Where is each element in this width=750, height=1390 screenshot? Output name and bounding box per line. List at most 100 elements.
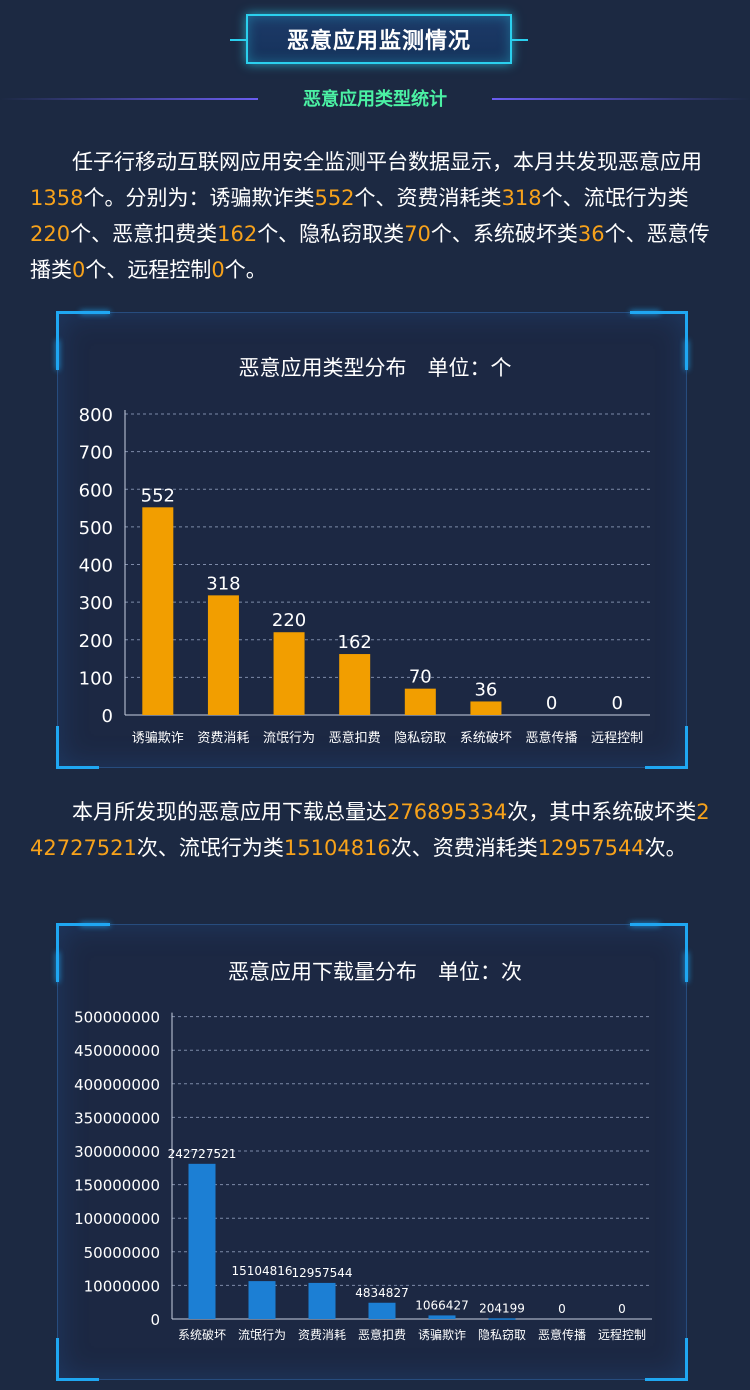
x-tick-label: 恶意传播 [538, 1327, 586, 1342]
highlight-number: 242727521 [30, 800, 710, 860]
data-label: 204199 [479, 1301, 525, 1315]
x-tick-label: 系统破坏 [178, 1327, 226, 1342]
y-tick-label: 200 [79, 631, 113, 652]
bar [142, 507, 174, 715]
data-label: 0 [546, 693, 557, 714]
bar [428, 1315, 456, 1319]
highlight-number: 552 [314, 186, 355, 210]
x-tick-label: 隐私窃取 [478, 1327, 526, 1342]
x-tick-label: 资费消耗 [298, 1328, 346, 1342]
x-tick-label: 恶意扣费 [329, 730, 381, 746]
summary-paragraph-downloads: 本月所发现的恶意应用下载总量达276895334次，其中系统破坏类2427275… [30, 794, 722, 866]
paragraph-text: 个。分别为：诱骗欺诈类 [83, 186, 315, 210]
paragraph-text: 个、资费消耗类 [354, 186, 502, 210]
paragraph-text: 次、流氓行为类 [136, 836, 284, 860]
data-label: 36 [474, 679, 497, 700]
frame-glow-edge [56, 952, 59, 982]
section-divider-left [0, 98, 258, 100]
data-label: 552 [141, 485, 175, 506]
y-tick-label: 700 [79, 443, 113, 464]
data-label: 70 [409, 667, 432, 688]
summary-paragraph-types: 任子行移动互联网应用安全监测平台数据显示，本月共发现恶意应用 1358个。分别为：… [30, 144, 722, 288]
data-label: 12957544 [291, 1266, 352, 1280]
x-tick-label: 诱骗欺诈 [418, 1327, 466, 1342]
paragraph-text: 个、恶意扣费类 [70, 222, 218, 246]
highlight-number: 0 [72, 258, 86, 282]
frame-glow-edge [685, 952, 688, 982]
highlight-number: 1358 [30, 186, 84, 210]
x-tick-label: 资费消耗 [197, 731, 249, 746]
paragraph-text: 个、系统破坏类 [430, 222, 578, 246]
bar-chart-downloads: 0 10000000 50000000 100000000 150000000 30000… [74, 1009, 652, 1342]
frame-corner [56, 923, 99, 966]
data-label: 1066427 [415, 1298, 468, 1312]
frame-corner [56, 726, 99, 769]
paragraph-text: 个。 [224, 258, 267, 282]
frame-corner [645, 923, 688, 966]
x-tick-label: 恶意扣费 [358, 1327, 406, 1342]
bar [308, 1282, 336, 1319]
section-subtitle: 恶意应用类型统计 [303, 89, 447, 110]
bar [207, 595, 239, 715]
data-label: 0 [611, 693, 622, 714]
y-tick-label: 600 [79, 480, 113, 501]
y-tick-label: 500 [79, 518, 113, 539]
data-label: 162 [338, 632, 372, 653]
highlight-number: 220 [30, 222, 71, 246]
y-tick-label: 150000000 [74, 1177, 160, 1195]
y-tick-label: 500000000 [74, 1009, 160, 1027]
x-tick-label: 系统破坏 [460, 731, 512, 746]
y-tick-label: 350000000 [74, 1109, 160, 1127]
bar-chart-types: 0100200300400500600700800552诱骗欺诈318资费消耗2… [79, 405, 650, 746]
highlight-number: 36 [577, 222, 605, 246]
frame-glow-edge [80, 923, 110, 926]
chart-title-downloads: 恶意应用下载量分布 单位：次 [228, 960, 522, 984]
x-tick-label: 流氓行为 [238, 1328, 286, 1342]
y-tick-label: 800 [79, 405, 113, 426]
frame-glow-edge [630, 311, 660, 314]
bar [273, 632, 305, 715]
highlight-number: 318 [501, 186, 542, 210]
data-label: 4834827 [355, 1286, 408, 1300]
y-tick-label: 0 [102, 706, 113, 727]
highlight-number: 70 [404, 222, 431, 246]
paragraph-text: 次、资费消耗类 [390, 836, 538, 860]
y-tick-label: 300000000 [74, 1143, 160, 1161]
x-tick-label: 流氓行为 [263, 731, 315, 746]
frame-glow-edge [80, 311, 110, 314]
paragraph-text: 任子行移动互联网应用安全监测平台数据显示，本月共发现恶意应用 [72, 150, 702, 174]
page-title: 恶意应用监测情况 [286, 29, 471, 54]
x-tick-label: 诱骗欺诈 [132, 731, 184, 746]
bar [368, 1302, 396, 1319]
bar [470, 701, 502, 715]
chart-title-types: 恶意应用类型分布 单位：个 [238, 356, 512, 380]
bar [248, 1281, 276, 1319]
data-label: 318 [206, 573, 240, 594]
frame-corner [645, 311, 688, 354]
highlight-number: 276895334 [387, 800, 508, 824]
y-tick-label: 0 [150, 1311, 160, 1329]
paragraph-text: 个、远程控制 [85, 258, 212, 282]
x-tick-label: 恶意传播 [526, 730, 578, 746]
x-tick-label: 隐私窃取 [394, 730, 446, 746]
data-label: 15104816 [231, 1264, 292, 1278]
highlight-number: 0 [211, 258, 225, 282]
y-tick-label: 10000000 [84, 1277, 160, 1295]
frame-glow-edge [56, 340, 59, 370]
frame-corner [56, 311, 99, 354]
data-label: 220 [272, 610, 306, 631]
bar [188, 1163, 216, 1319]
y-tick-label: 100000000 [74, 1210, 160, 1228]
y-tick-label: 450000000 [74, 1042, 160, 1060]
frame-glow-edge [630, 923, 660, 926]
frame-corner [645, 1338, 688, 1381]
y-tick-label: 400000000 [74, 1076, 160, 1094]
bar [339, 654, 371, 715]
y-tick-label: 50000000 [84, 1244, 160, 1262]
y-tick-label: 100 [79, 668, 113, 689]
y-tick-label: 400 [79, 556, 113, 577]
frame-glow-edge [685, 340, 688, 370]
data-label: 242727521 [168, 1147, 237, 1161]
y-tick-label: 300 [79, 593, 113, 614]
paragraph-text: 本月所发现的恶意应用下载总量达 [72, 800, 387, 824]
